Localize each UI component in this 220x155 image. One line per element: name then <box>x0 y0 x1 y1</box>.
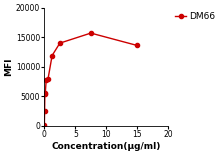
X-axis label: Concentration(μg/ml): Concentration(μg/ml) <box>52 142 161 151</box>
Y-axis label: MFI: MFI <box>4 58 13 76</box>
Legend: DM66: DM66 <box>175 12 215 21</box>
